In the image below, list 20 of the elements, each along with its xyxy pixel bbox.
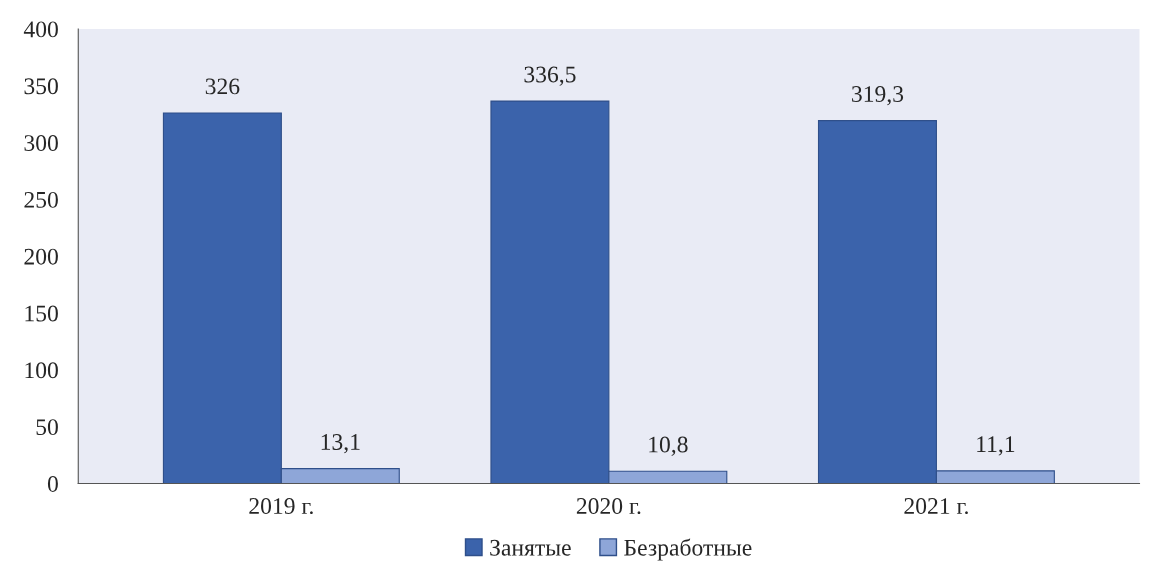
- y-tick-label: 100: [25, 362, 58, 379]
- data-label: 336,5: [524, 66, 576, 86]
- y-tick-label: 300: [24, 135, 58, 151]
- y-tick-label: 400: [23, 21, 58, 38]
- legend-label: Занятые: [490, 539, 571, 556]
- y-tick-label: 200: [24, 248, 58, 265]
- data-label: 319,3: [852, 86, 904, 106]
- x-tick-label: 2019 г.: [249, 498, 313, 515]
- data-label: 10,8: [649, 436, 688, 456]
- y-tick-label: 50: [36, 419, 58, 436]
- x-tick-label: 2020 г.: [576, 498, 641, 515]
- y-tick-label: 0: [47, 475, 58, 492]
- data-label: 13,1: [321, 434, 360, 454]
- data-label: 11,1: [977, 436, 1015, 456]
- y-tick-label: 150: [25, 305, 58, 322]
- legend-label: Безработные: [624, 538, 752, 561]
- data-label: 326: [205, 78, 240, 95]
- y-tick-label: 350: [24, 78, 58, 95]
- x-tick-label: 2021 г.: [904, 498, 968, 515]
- y-tick-label: 250: [24, 191, 58, 208]
